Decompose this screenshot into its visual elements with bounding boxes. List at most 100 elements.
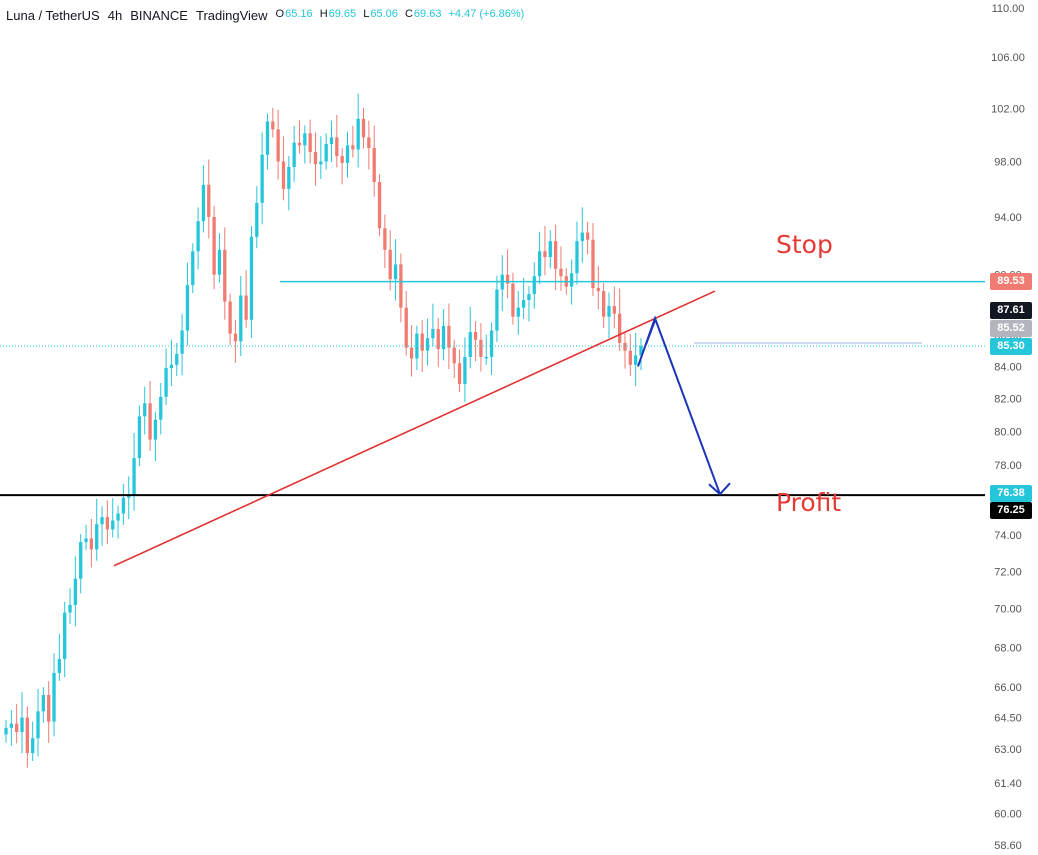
- candle-body: [329, 137, 334, 145]
- candle-body: [281, 161, 286, 189]
- candle-body: [185, 285, 190, 331]
- candle-body: [569, 273, 574, 287]
- candle-body: [244, 295, 248, 320]
- candle-body: [180, 330, 184, 354]
- candle-body: [607, 306, 611, 317]
- last-price-tag: 85.30: [990, 338, 1032, 355]
- candle-body: [100, 517, 104, 525]
- candle-body: [255, 202, 259, 237]
- close-value: 69.63: [413, 8, 442, 20]
- candle-body: [57, 659, 62, 673]
- interval-label[interactable]: 4h: [107, 8, 123, 23]
- candle-body: [532, 276, 536, 295]
- candle-body: [345, 145, 350, 163]
- candle-body: [367, 137, 371, 149]
- candle-body: [175, 353, 179, 365]
- candle-body: [271, 121, 275, 130]
- candle-body: [79, 542, 83, 579]
- candle-body: [479, 339, 483, 357]
- candle-body: [73, 578, 78, 605]
- candle-body: [121, 497, 126, 514]
- candle-body: [601, 291, 606, 317]
- y-tick-label: 74.00: [994, 530, 1022, 542]
- stop-annotation[interactable]: Stop: [776, 230, 833, 259]
- y-tick-label: 110.00: [992, 3, 1025, 15]
- candle-body: [639, 346, 643, 356]
- candle-body: [361, 118, 366, 138]
- candle-body: [169, 364, 174, 368]
- candle-body: [132, 458, 136, 496]
- candle-body: [303, 133, 307, 146]
- candle-body: [516, 307, 520, 317]
- candle-body: [297, 142, 302, 146]
- chart-header: Luna / TetherUS 4h BINANCE TradingView O…: [6, 8, 528, 23]
- candle-body: [313, 152, 318, 165]
- candle-body: [137, 416, 142, 459]
- candle-body: [153, 419, 158, 440]
- candle-body: [559, 268, 563, 277]
- candle-body: [31, 738, 35, 753]
- y-tick-label: 78.00: [994, 460, 1022, 472]
- candle-body: [324, 144, 328, 162]
- y-tick-label: 64.50: [994, 712, 1022, 724]
- candle-body: [287, 166, 291, 189]
- candle-body: [105, 517, 110, 530]
- candle-body: [15, 723, 19, 733]
- candle-body: [591, 239, 595, 289]
- y-tick-label: 60.00: [994, 809, 1022, 821]
- y-tick-label: 72.00: [994, 566, 1022, 578]
- candle-body: [447, 325, 451, 348]
- candle-body: [511, 283, 515, 317]
- candle-body: [127, 495, 131, 498]
- candle-body: [634, 355, 638, 365]
- candle-body: [495, 289, 499, 331]
- candle-body: [618, 313, 622, 343]
- candle-body: [9, 723, 13, 728]
- candle-body: [340, 156, 344, 163]
- open-value: 65.16: [285, 8, 313, 20]
- candle-body: [527, 294, 531, 301]
- candle-body: [351, 145, 355, 150]
- candle-body: [473, 332, 478, 340]
- candle-body: [292, 142, 296, 167]
- candle-body: [372, 148, 376, 183]
- candle-body: [399, 264, 403, 308]
- candle-body: [409, 347, 414, 359]
- y-tick-label: 66.00: [994, 682, 1022, 694]
- candle-body: [388, 249, 392, 280]
- symbol-name[interactable]: Luna / TetherUS: [6, 8, 100, 23]
- y-tick-label: 63.00: [994, 744, 1022, 756]
- candle-body: [484, 356, 488, 359]
- candle-body: [164, 367, 168, 397]
- candle-body: [196, 221, 200, 252]
- candle-body: [116, 513, 120, 521]
- candle-body: [201, 184, 206, 222]
- exchange-label: BINANCE: [130, 8, 188, 23]
- candle-body: [452, 347, 456, 364]
- candle-body: [319, 161, 323, 165]
- candle-body: [159, 396, 163, 420]
- y-tick-label: 98.00: [994, 157, 1022, 169]
- candle-body: [457, 363, 462, 384]
- ohlc-readout: O65.16 H69.65 L65.06 C69.63 +4.47 (+6.86…: [276, 8, 529, 23]
- candle-body: [260, 154, 264, 203]
- candle-body: [89, 538, 94, 550]
- profit-line-price-tag: 76.25: [990, 502, 1032, 519]
- stop-price-tag: 89.53: [990, 273, 1032, 290]
- candle-body: [143, 403, 147, 417]
- candle-body: [20, 717, 24, 733]
- candle-body: [84, 538, 88, 543]
- candle-body: [575, 241, 579, 274]
- projection-arrow: [637, 315, 721, 495]
- candle-body: [441, 325, 446, 350]
- candle-body: [228, 301, 232, 334]
- candle-body: [521, 300, 526, 308]
- candle-body: [463, 356, 467, 384]
- y-tick-label: 70.00: [994, 604, 1022, 616]
- profit-annotation[interactable]: Profit: [776, 488, 842, 517]
- candle-body: [36, 711, 40, 739]
- low-value: 65.06: [370, 8, 398, 20]
- candle-body: [436, 328, 440, 350]
